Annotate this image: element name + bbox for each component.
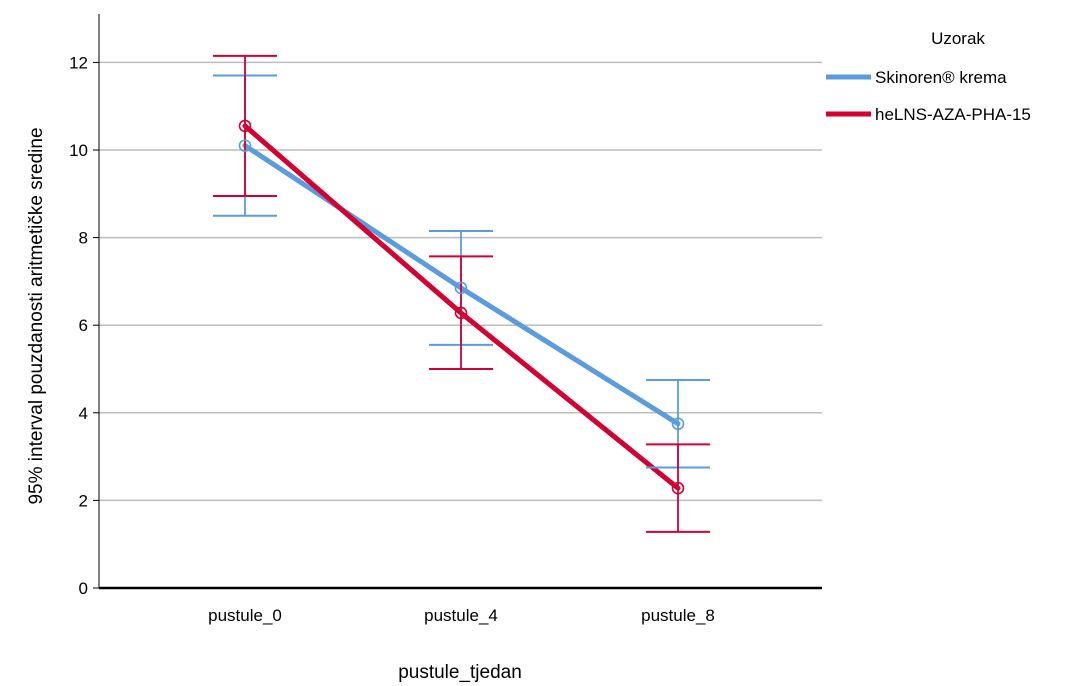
y-tick-labels: 0 2 4 6 8 10 12 bbox=[69, 53, 99, 598]
y-tick-label: 4 bbox=[79, 404, 88, 423]
y-axis-title: 95% interval pouzdanosti aritmetičke sre… bbox=[26, 127, 47, 504]
mean-markers bbox=[238, 119, 685, 495]
legend-title: Uzorak bbox=[931, 29, 985, 48]
legend: Uzorak Skinoren® krema heLNS-AZA-PHA-15 bbox=[826, 29, 1031, 124]
y-tick-label: 6 bbox=[79, 316, 88, 335]
mean-marker bbox=[454, 306, 468, 320]
mean-marker bbox=[238, 119, 252, 133]
x-tick-label: pustule_0 bbox=[208, 606, 282, 625]
legend-label: Skinoren® krema bbox=[875, 68, 1007, 87]
y-tick-label: 8 bbox=[79, 229, 88, 248]
y-tick-label: 12 bbox=[69, 53, 88, 72]
mean-marker bbox=[671, 481, 685, 495]
mean-marker bbox=[238, 139, 252, 152]
x-tick-label: pustule_4 bbox=[424, 606, 498, 625]
y-tick-label: 0 bbox=[79, 579, 88, 598]
x-tick-label: pustule_8 bbox=[641, 606, 715, 625]
legend-items: Skinoren® krema heLNS-AZA-PHA-15 bbox=[826, 68, 1031, 124]
x-tick-labels: pustule_0 pustule_4 pustule_8 bbox=[208, 606, 715, 625]
y-tick-label: 10 bbox=[69, 141, 88, 160]
legend-label: heLNS-AZA-PHA-15 bbox=[875, 105, 1031, 124]
x-axis-title: pustule_tjedan bbox=[398, 662, 522, 683]
mean-marker bbox=[671, 417, 685, 431]
y-tick-label: 2 bbox=[79, 491, 88, 510]
mean-marker bbox=[454, 281, 468, 295]
error-bars bbox=[213, 54, 710, 533]
axes bbox=[98, 14, 822, 590]
